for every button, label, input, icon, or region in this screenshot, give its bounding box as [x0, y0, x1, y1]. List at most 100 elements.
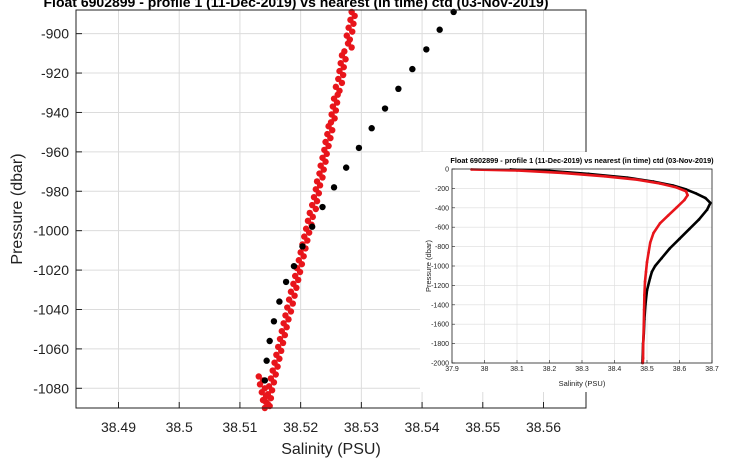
- inset-y-axis-ticks: 0 -200 -400 -600 -800 -1000 -1200 -1400 -1600 -18…: [431, 167, 455, 368]
- data-point: [281, 331, 289, 339]
- y-tick-label: -600: [435, 225, 449, 232]
- x-tick-label: 38.5: [640, 366, 654, 373]
- inset-y-axis-label: Pressure (dbar): [424, 239, 433, 292]
- data-point: [342, 56, 349, 63]
- y-tick-label: -1000: [431, 264, 449, 271]
- data-point: [351, 12, 358, 20]
- y-tick-label: -920: [41, 65, 69, 81]
- data-point: [683, 198, 686, 202]
- data-point: [635, 178, 639, 181]
- data-point: [296, 268, 304, 276]
- data-point: [312, 205, 320, 213]
- data-point: [395, 85, 402, 93]
- data-point: [305, 229, 313, 236]
- data-point: [325, 142, 332, 150]
- data-point: [686, 193, 689, 197]
- inset-chart: Float 6902899 - profile 1 (11-Dec-2019) …: [420, 152, 746, 392]
- data-point: [650, 270, 654, 274]
- data-point: [647, 251, 650, 254]
- data-point: [355, 144, 363, 152]
- x-axis-ticks: 38.49 38.5 38.51 38.52 38.53 38.54 38.55 38.56: [101, 402, 561, 435]
- data-point: [652, 231, 655, 235]
- data-point: [276, 355, 283, 362]
- data-point: [285, 316, 292, 323]
- data-point: [279, 339, 287, 347]
- data-point: [668, 247, 672, 250]
- data-point: [660, 256, 663, 260]
- y-axis-label: Pressure (dbar): [9, 153, 26, 264]
- data-point: [349, 28, 356, 35]
- data-point: [674, 186, 678, 189]
- data-point: [319, 174, 326, 181]
- x-tick-label: 38.3: [575, 366, 589, 373]
- data-point: [658, 222, 662, 225]
- data-point: [643, 293, 646, 297]
- data-point: [299, 243, 306, 250]
- y-tick-label: -1060: [33, 341, 69, 357]
- y-tick-label: -1400: [431, 302, 449, 309]
- data-point: [704, 196, 707, 200]
- data-point: [330, 184, 338, 191]
- y-tick-label: -960: [41, 144, 69, 160]
- x-tick-label: 38.52: [283, 419, 318, 435]
- data-point: [322, 158, 329, 165]
- y-tick-label: -1040: [33, 301, 69, 317]
- data-point: [666, 214, 670, 217]
- y-tick-label: -800: [435, 244, 449, 251]
- data-point: [643, 280, 647, 283]
- data-point: [687, 227, 691, 231]
- data-point: [262, 392, 270, 400]
- y-tick-label: -1600: [431, 322, 449, 329]
- data-point: [348, 44, 355, 51]
- data-point: [270, 379, 278, 386]
- inset-float-series: [470, 168, 689, 365]
- data-point: [642, 337, 645, 341]
- data-point: [645, 288, 649, 292]
- data-point: [381, 105, 389, 112]
- data-point: [266, 337, 273, 345]
- x-tick-label: 37.9: [445, 366, 459, 373]
- data-point: [283, 324, 290, 331]
- data-point: [561, 171, 564, 175]
- data-point: [684, 190, 688, 193]
- data-point: [329, 126, 336, 134]
- data-point: [644, 270, 648, 274]
- y-tick-label: -200: [435, 186, 449, 193]
- x-tick-label: 38.54: [405, 419, 440, 435]
- data-point: [295, 276, 302, 284]
- data-point: [339, 71, 347, 79]
- x-tick-label: 38.5: [166, 419, 193, 435]
- data-point: [289, 300, 296, 307]
- x-axis-label: Salinity (PSU): [281, 441, 381, 458]
- y-tick-label: -2000: [431, 361, 449, 368]
- data-point: [340, 63, 347, 71]
- data-point: [658, 182, 662, 185]
- data-point: [255, 373, 262, 380]
- data-point: [298, 260, 306, 268]
- y-tick-label: -1000: [33, 223, 69, 239]
- data-point: [272, 371, 279, 378]
- data-point: [268, 387, 276, 394]
- y-tick-label: -900: [41, 26, 69, 42]
- data-point: [350, 20, 357, 27]
- inset-background: [420, 152, 746, 392]
- data-point: [264, 400, 272, 408]
- data-point: [709, 201, 712, 205]
- data-point: [678, 237, 681, 241]
- data-point: [309, 213, 316, 221]
- data-point: [368, 125, 375, 132]
- data-point: [291, 292, 298, 299]
- inset-x-axis-ticks: 37.9 38 38.1 38.2 38.3 38.4 38.5 38.6 38.7: [445, 360, 719, 373]
- data-point: [333, 99, 341, 106]
- data-point: [276, 298, 283, 305]
- data-point: [319, 203, 326, 211]
- x-tick-label: 38.53: [344, 419, 379, 435]
- data-point: [674, 206, 678, 210]
- x-tick-label: 38.2: [543, 366, 557, 373]
- data-point: [470, 168, 473, 171]
- data-point: [261, 377, 269, 384]
- data-point: [648, 276, 652, 279]
- data-point: [267, 394, 275, 402]
- x-tick-label: 38.4: [608, 366, 622, 373]
- data-point: [316, 182, 324, 189]
